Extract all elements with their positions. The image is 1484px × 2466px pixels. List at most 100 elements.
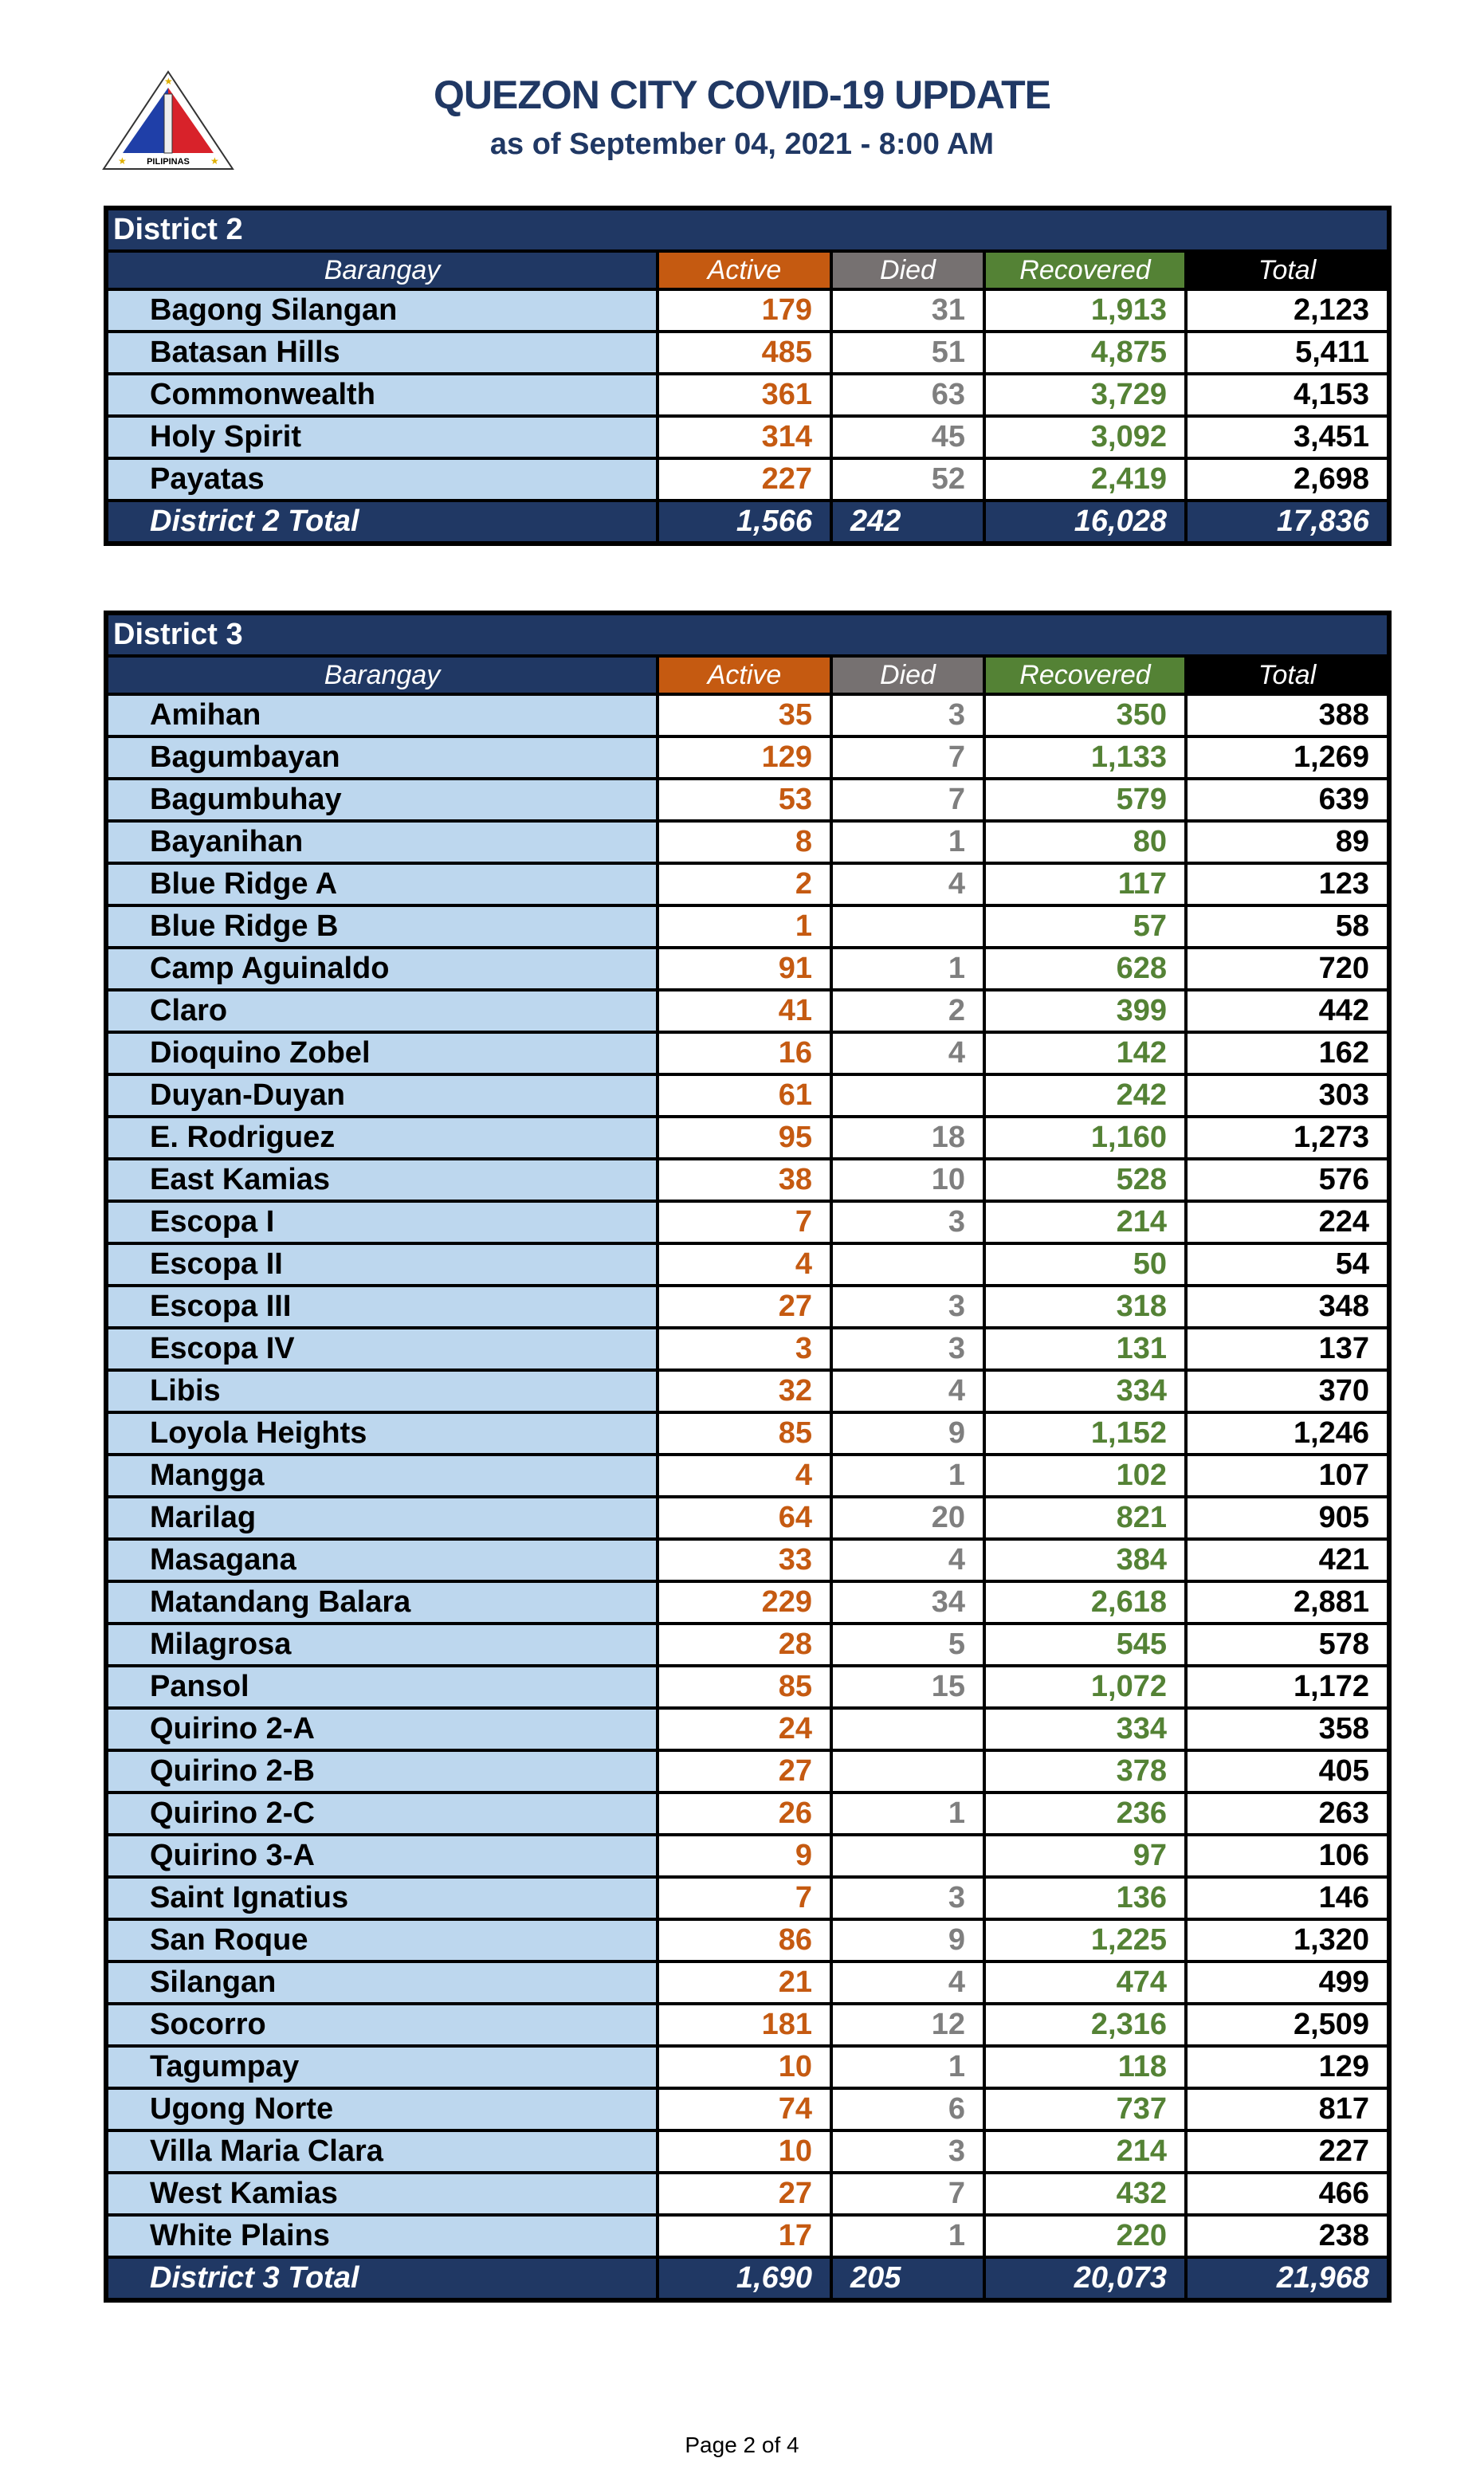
died-count: 3 xyxy=(830,2129,986,2174)
died-count: 3 xyxy=(830,1200,986,1245)
page-title: QUEZON CITY COVID-19 UPDATE xyxy=(433,73,1051,117)
svg-text:PILIPINAS: PILIPINAS xyxy=(147,157,190,167)
died-count: 51 xyxy=(830,330,986,375)
recovered-count: 1,225 xyxy=(983,1918,1188,1963)
active-count: 4 xyxy=(656,1242,833,1287)
barangay-name: Escopa III xyxy=(104,1284,659,1329)
active-count: 9 xyxy=(656,1833,833,1879)
table-row: Dioquino Zobel 16 4 142 162 xyxy=(104,1031,1392,1076)
recovered-count: 579 xyxy=(983,777,1188,823)
total-count: 576 xyxy=(1184,1157,1392,1203)
active-count: 2 xyxy=(656,862,833,907)
recovered-count: 118 xyxy=(983,2044,1188,2090)
recovered-count: 528 xyxy=(983,1157,1188,1203)
table-row: Camp Aguinaldo 91 1 628 720 xyxy=(104,946,1392,992)
column-header-died: Died xyxy=(830,249,986,291)
barangay-name: Saint Ignatius xyxy=(104,1875,659,1921)
recovered-count: 474 xyxy=(983,1960,1188,2005)
table-row: Libis 32 4 334 370 xyxy=(104,1368,1392,1414)
active-count: 91 xyxy=(656,946,833,992)
barangay-name: Payatas xyxy=(104,457,659,502)
barangay-name: White Plains xyxy=(104,2213,659,2259)
active-count: 74 xyxy=(656,2087,833,2132)
barangay-name: Socorro xyxy=(104,2002,659,2048)
table-row: Ugong Norte 74 6 737 817 xyxy=(104,2087,1392,2132)
died-count: 3 xyxy=(830,693,986,738)
died-count: 1 xyxy=(830,1791,986,1836)
recovered-count: 97 xyxy=(983,1833,1188,1879)
table-row: Holy Spirit 314 45 3,092 3,451 xyxy=(104,414,1392,460)
died-count: 4 xyxy=(830,1960,986,2005)
active-count: 314 xyxy=(656,414,833,460)
total-count: 2,698 xyxy=(1184,457,1392,502)
recovered-count: 220 xyxy=(983,2213,1188,2259)
recovered-count: 378 xyxy=(983,1749,1188,1794)
recovered-count: 236 xyxy=(983,1791,1188,1836)
died-count: 45 xyxy=(830,414,986,460)
died-count: 4 xyxy=(830,1537,986,1583)
district-total-recovered: 16,028 xyxy=(983,499,1188,545)
active-count: 8 xyxy=(656,819,833,865)
total-count: 348 xyxy=(1184,1284,1392,1329)
table-row: Quirino 3-A 9 97 106 xyxy=(104,1833,1392,1879)
active-count: 10 xyxy=(656,2044,833,2090)
total-count: 358 xyxy=(1184,1706,1392,1752)
barangay-name: Silangan xyxy=(104,1960,659,2005)
died-count: 9 xyxy=(830,1411,986,1456)
table-row: Tagumpay 10 1 118 129 xyxy=(104,2044,1392,2090)
recovered-count: 432 xyxy=(983,2171,1188,2217)
barangay-name: San Roque xyxy=(104,1918,659,1963)
table-row: White Plains 17 1 220 238 xyxy=(104,2213,1392,2259)
total-count: 639 xyxy=(1184,777,1392,823)
recovered-count: 131 xyxy=(983,1326,1188,1372)
barangay-name: Ugong Norte xyxy=(104,2087,659,2132)
table-row: Quirino 2-A 24 334 358 xyxy=(104,1706,1392,1752)
died-count: 2 xyxy=(830,988,986,1034)
barangay-name: West Kamias xyxy=(104,2171,659,2217)
died-count xyxy=(830,1833,986,1879)
recovered-count: 4,875 xyxy=(983,330,1188,375)
table-row: Masagana 33 4 384 421 xyxy=(104,1537,1392,1583)
recovered-count: 117 xyxy=(983,862,1188,907)
total-count: 421 xyxy=(1184,1537,1392,1583)
active-count: 17 xyxy=(656,2213,833,2259)
died-count: 7 xyxy=(830,735,986,780)
barangay-name: Escopa I xyxy=(104,1200,659,1245)
total-count: 905 xyxy=(1184,1495,1392,1541)
total-count: 227 xyxy=(1184,2129,1392,2174)
barangay-name: Claro xyxy=(104,988,659,1034)
table-row: Escopa I 7 3 214 224 xyxy=(104,1200,1392,1245)
recovered-count: 350 xyxy=(983,693,1188,738)
table-row: Claro 41 2 399 442 xyxy=(104,988,1392,1034)
recovered-count: 821 xyxy=(983,1495,1188,1541)
total-count: 1,246 xyxy=(1184,1411,1392,1456)
died-count: 1 xyxy=(830,2044,986,2090)
barangay-name: Amihan xyxy=(104,693,659,738)
table-row: Bayanihan 8 1 80 89 xyxy=(104,819,1392,865)
active-count: 485 xyxy=(656,330,833,375)
died-count: 3 xyxy=(830,1284,986,1329)
active-count: 1 xyxy=(656,904,833,949)
table-row: Blue Ridge A 2 4 117 123 xyxy=(104,862,1392,907)
barangay-name: Loyola Heights xyxy=(104,1411,659,1456)
recovered-count: 1,913 xyxy=(983,288,1188,333)
active-count: 27 xyxy=(656,2171,833,2217)
barangay-name: Libis xyxy=(104,1368,659,1414)
total-count: 224 xyxy=(1184,1200,1392,1245)
table-row: Bagong Silangan 179 31 1,913 2,123 xyxy=(104,288,1392,333)
recovered-count: 3,729 xyxy=(983,372,1188,418)
column-header-row: Barangay Active Died Recovered Total xyxy=(104,249,1392,291)
active-count: 27 xyxy=(656,1284,833,1329)
quezon-city-seal-logo: PILIPINAS ★ ★ ★ xyxy=(102,70,234,170)
active-count: 179 xyxy=(656,288,833,333)
total-count: 4,153 xyxy=(1184,372,1392,418)
died-count: 6 xyxy=(830,2087,986,2132)
died-count: 31 xyxy=(830,288,986,333)
active-count: 64 xyxy=(656,1495,833,1541)
page-number: Page 2 of 4 xyxy=(685,2433,799,2457)
total-count: 106 xyxy=(1184,1833,1392,1879)
barangay-name: Bayanihan xyxy=(104,819,659,865)
active-count: 21 xyxy=(656,1960,833,2005)
recovered-count: 334 xyxy=(983,1706,1188,1752)
total-count: 58 xyxy=(1184,904,1392,949)
